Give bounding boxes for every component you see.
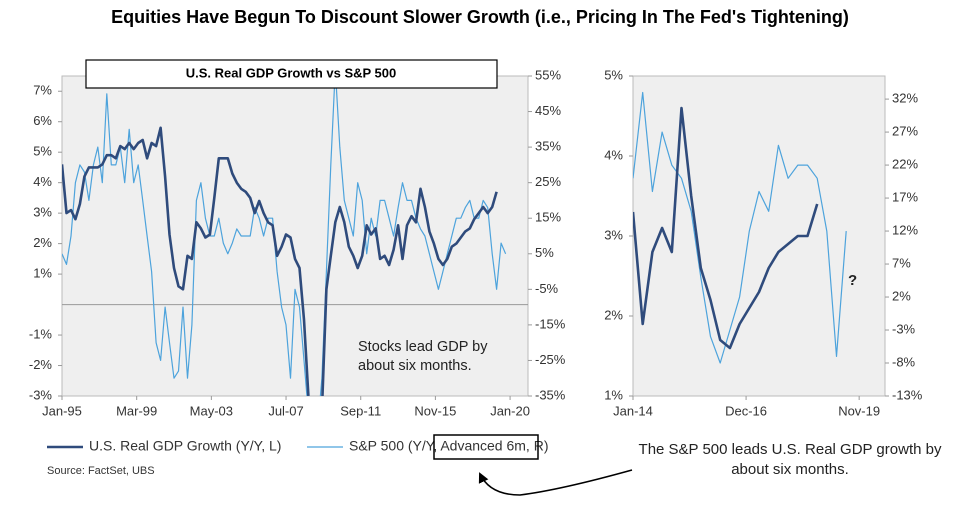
legend-highlight: [433, 434, 539, 460]
x-tick-label: Jan-14: [613, 403, 653, 418]
series-line: [633, 106, 819, 350]
x-tick-label: Jul-07: [268, 403, 303, 418]
series-line: [633, 91, 847, 364]
y2-tick-label: -13%: [892, 387, 923, 402]
y2-tick-label: 15%: [535, 210, 561, 225]
legend-label: S&P 500 (Y/Y, Advanced 6m, R): [349, 438, 549, 454]
subtitle: U.S. Real GDP Growth vs S&P 500: [186, 65, 397, 80]
series-line: [62, 126, 498, 396]
y-tick-label: 1%: [33, 266, 52, 281]
y-tick-label: -2%: [29, 357, 53, 372]
y-tick-label: 7%: [33, 83, 52, 98]
y2-tick-label: 22%: [892, 157, 918, 172]
plot-area: [632, 75, 886, 397]
x-tick-label: Mar-99: [116, 403, 157, 418]
y2-tick-label: -5%: [535, 281, 559, 296]
x-tick-label: Nov-19: [838, 403, 880, 418]
source: Source: FactSet, UBS: [47, 465, 155, 477]
x-tick-label: Jan-20: [490, 403, 530, 418]
y2-tick-label: 17%: [892, 189, 918, 204]
x-tick-label: Sep-11: [340, 403, 381, 418]
y-tick-label: 5%: [33, 144, 52, 159]
annotation: ?: [848, 272, 858, 289]
x-tick-label: Dec-16: [725, 403, 767, 418]
series-line: [62, 76, 507, 396]
subtitle-box: [85, 59, 498, 89]
y2-tick-label: 27%: [892, 124, 918, 139]
x-tick-label: Jan-95: [42, 403, 82, 418]
y-tick-label: 6%: [33, 113, 52, 128]
y-tick-label: 3%: [33, 205, 52, 220]
y2-tick-label: 35%: [535, 139, 561, 154]
y2-tick-label: -35%: [535, 387, 566, 402]
legend-label: U.S. Real GDP Growth (Y/Y, L): [89, 438, 281, 454]
footnote: The S&P 500 leads U.S. Real GDP growth b…: [638, 441, 942, 478]
y-tick-label: 2%: [33, 235, 52, 250]
y2-tick-label: 7%: [892, 255, 911, 270]
y2-tick-label: 2%: [892, 288, 911, 303]
y2-tick-label: 45%: [535, 103, 561, 118]
y2-tick-label: -25%: [535, 352, 566, 367]
arrow: [478, 469, 633, 496]
y-tick-label: 5%: [604, 67, 623, 82]
page-title: Equities Have Begun To Discount Slower G…: [111, 7, 849, 27]
annotation: Stocks lead GDP by about six months.: [358, 339, 488, 374]
y2-tick-label: 32%: [892, 91, 918, 106]
y-tick-label: 4%: [33, 174, 52, 189]
y2-tick-label: 12%: [892, 222, 918, 237]
y2-tick-label: 5%: [535, 245, 554, 260]
plot-area: [61, 75, 529, 397]
y2-tick-label: -8%: [892, 354, 916, 369]
y-tick-label: -3%: [29, 387, 53, 402]
y-tick-label: 1%: [604, 387, 623, 402]
y2-tick-label: -15%: [535, 316, 566, 331]
y-tick-label: -1%: [29, 326, 53, 341]
x-tick-label: Nov-15: [414, 403, 456, 418]
x-tick-label: May-03: [190, 403, 233, 418]
y2-tick-label: -3%: [892, 321, 916, 336]
y-tick-label: 3%: [604, 227, 623, 242]
y-tick-label: 2%: [604, 307, 623, 322]
y2-tick-label: 25%: [535, 174, 561, 189]
y2-tick-label: 55%: [535, 67, 561, 82]
y-tick-label: 4%: [604, 147, 623, 162]
